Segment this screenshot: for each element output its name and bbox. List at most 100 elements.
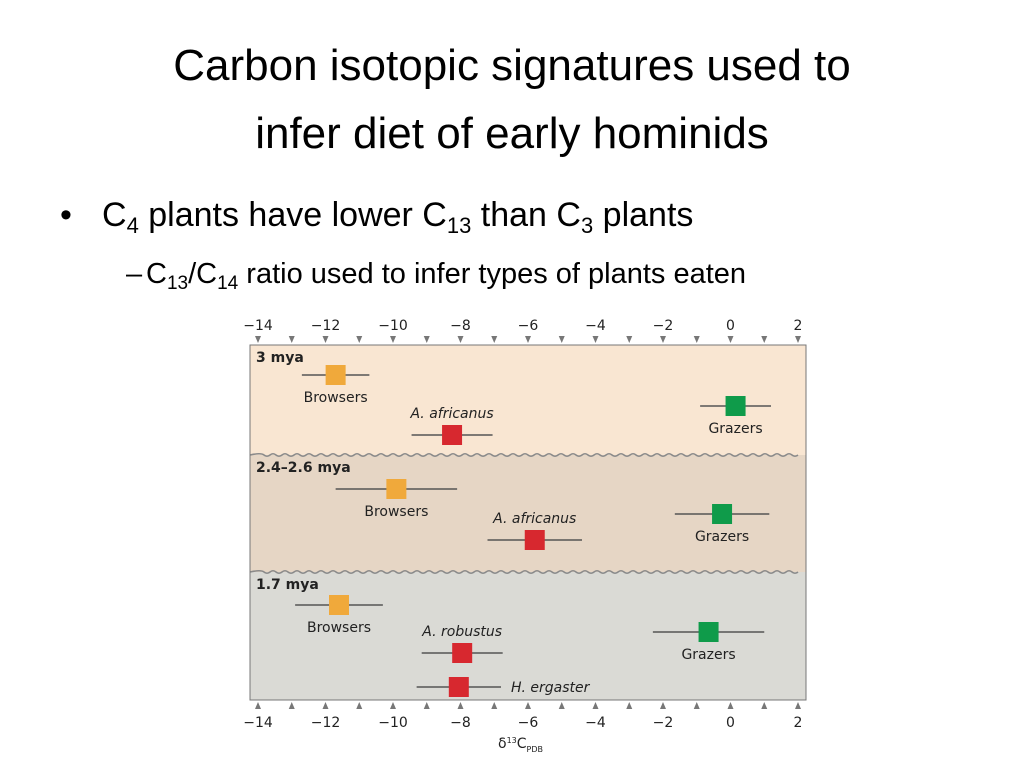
text-run: than C [471, 196, 581, 234]
tick-mark [356, 336, 363, 343]
tick-mark [795, 702, 801, 709]
sub-bullet: C13/C14 ratio used to infer types of pla… [146, 258, 746, 294]
x-tick-label: 2 [794, 715, 803, 731]
subscript: 3 [581, 213, 593, 238]
subscript: 13 [447, 213, 471, 238]
x-tick-label: −10 [378, 318, 408, 334]
x-tick-label: −8 [450, 715, 471, 731]
marker [386, 479, 407, 499]
text-run: C [102, 196, 127, 234]
tick-mark [423, 336, 430, 343]
plot-frame [249, 344, 807, 701]
tick-mark [525, 702, 531, 709]
panel-label: 3 mya [256, 350, 304, 366]
tick-mark [390, 336, 396, 343]
marker [442, 425, 463, 445]
point-label: A. robustus [421, 624, 502, 640]
tick-mark [491, 336, 498, 343]
text-run: C [146, 258, 167, 290]
tick-mark [626, 702, 633, 709]
slide-title: Carbon isotopic signatures used to [173, 41, 851, 90]
panel-label: 1.7 mya [256, 577, 319, 593]
tick-mark [255, 336, 261, 343]
x-tick-label: −2 [653, 318, 674, 334]
tick-mark [795, 336, 801, 343]
tick-mark [525, 336, 531, 343]
tick-mark [457, 702, 464, 709]
tick-mark [322, 336, 329, 343]
point-label: A. africanus [492, 511, 576, 527]
point-label: Browsers [307, 620, 371, 636]
x-tick-label: −14 [243, 318, 273, 334]
text-run: δ [498, 736, 507, 752]
tick-mark [491, 702, 498, 709]
marker [725, 396, 746, 416]
x-tick-label: −12 [311, 715, 341, 731]
tick-mark [592, 702, 599, 709]
marker [712, 504, 733, 524]
x-tick-label: −8 [450, 318, 471, 334]
text-run: plants [593, 196, 693, 234]
marker [448, 677, 469, 697]
text-run: C [517, 736, 527, 752]
tick-mark [255, 702, 261, 709]
x-tick-label: −6 [518, 318, 539, 334]
tick-mark [457, 336, 464, 343]
text-run: 13 [507, 736, 517, 745]
marker [452, 643, 473, 663]
x-tick-label: 0 [726, 318, 735, 334]
x-tick-label: −4 [585, 318, 606, 334]
text-run: PDB [527, 745, 543, 754]
tick-mark [761, 702, 768, 709]
panel-divider [249, 453, 799, 457]
point-label: Grazers [708, 421, 762, 437]
marker [325, 365, 346, 385]
subscript: 4 [127, 213, 139, 238]
slide-title: infer diet of early hominids [255, 109, 769, 158]
tick-mark [693, 336, 700, 343]
text-run: ratio used to infer types of plants eate… [238, 258, 746, 290]
x-tick-label: −2 [653, 715, 674, 731]
marker [524, 530, 545, 550]
x-tick-label: −4 [585, 715, 606, 731]
text-run: /C [188, 258, 217, 290]
marker [698, 622, 719, 642]
tick-mark [356, 702, 363, 709]
chart: 3 mya Browsers A. africanus Grazers 2.4–2.6 … [243, 318, 807, 754]
point-label: Grazers [681, 647, 735, 663]
panel [250, 345, 806, 455]
x-tick-label: −10 [378, 715, 408, 731]
tick-mark [558, 702, 565, 709]
x-tick-label: −12 [311, 318, 341, 334]
point-label: H. ergaster [511, 680, 591, 696]
tick-mark [693, 702, 700, 709]
x-tick-label: 2 [794, 318, 803, 334]
x-tick-label: −6 [518, 715, 539, 731]
tick-mark [592, 336, 599, 343]
point-label: Grazers [695, 529, 749, 545]
x-tick-label: −14 [243, 715, 273, 731]
x-axis-label: δ13CPDB [498, 736, 543, 754]
tick-mark [761, 336, 768, 343]
tick-mark [626, 336, 633, 343]
tick-mark [288, 702, 295, 709]
panel-label: 2.4–2.6 mya [256, 460, 351, 476]
point-label: Browsers [364, 504, 428, 520]
tick-mark [322, 702, 329, 709]
tick-mark [727, 702, 734, 709]
bullet: C4 plants have lower C13 than C3 plants [102, 196, 693, 238]
panel-divider [249, 570, 799, 574]
subscript: 14 [217, 273, 239, 294]
tick-mark [390, 702, 396, 709]
marker [329, 595, 349, 615]
tick-mark [558, 336, 565, 343]
tick-mark [660, 702, 666, 709]
tick-mark [660, 336, 666, 343]
bullet-marker: • [60, 196, 72, 234]
tick-mark [288, 336, 295, 343]
point-label: A. africanus [409, 406, 493, 422]
tick-mark [423, 702, 430, 709]
text-run: plants have lower C [139, 196, 447, 234]
bullet-marker: – [126, 258, 143, 290]
